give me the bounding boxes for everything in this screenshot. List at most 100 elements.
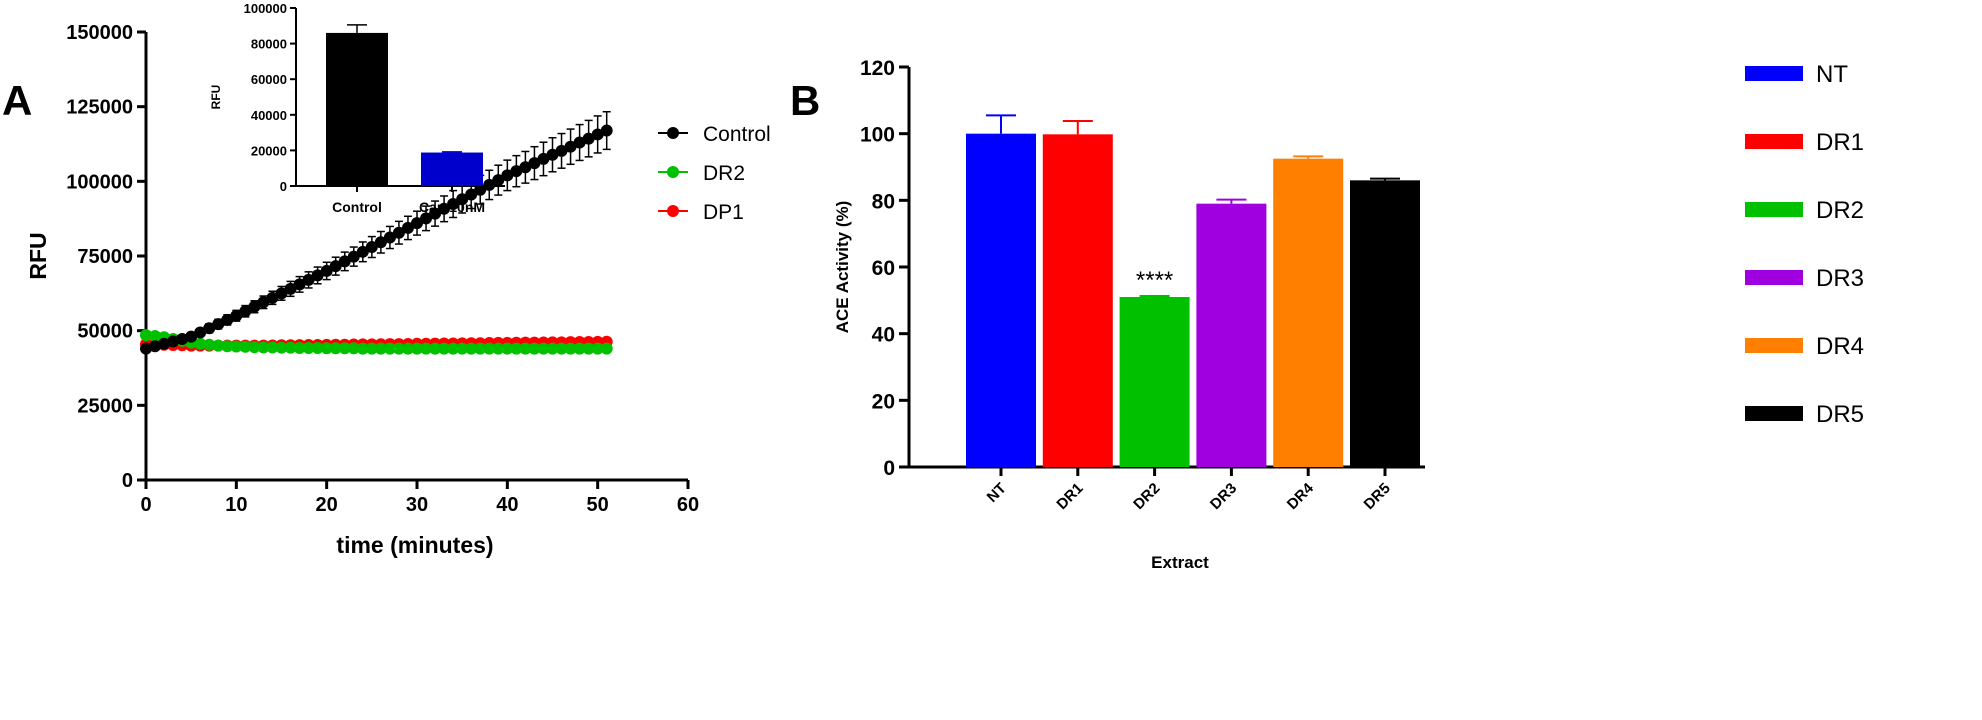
data-point-dr2 [474, 342, 487, 355]
data-point-dr2 [537, 342, 550, 355]
panel-b-xlabel: Extract [1151, 553, 1209, 572]
data-point-dr2 [465, 342, 478, 355]
inset-y-tick-label: 80000 [251, 37, 287, 52]
panel-label-a: A [2, 77, 32, 124]
data-point-dr2 [555, 342, 568, 355]
data-point-dr2 [591, 342, 604, 355]
x-tick-label: 20 [316, 494, 338, 516]
data-point-dr2 [510, 342, 523, 355]
data-point-dr2 [546, 342, 559, 355]
x-tick-label: 50 [587, 494, 609, 516]
inset-y-tick-label: 20000 [251, 143, 287, 158]
x-tick-label: DR2 [1130, 480, 1163, 513]
data-point-control [510, 165, 523, 178]
data-point-control [501, 169, 514, 182]
x-tick-label: DR5 [1361, 480, 1394, 513]
data-point-control [329, 260, 342, 273]
data-point-control [411, 217, 423, 230]
data-point-control [194, 326, 207, 339]
legend-label-dr3: DR3 [1816, 265, 1864, 292]
data-point-dr2 [194, 337, 207, 350]
data-point-dr2 [501, 342, 514, 355]
data-point-dr2 [311, 341, 324, 354]
legend-label-dr2: DR2 [1816, 197, 1864, 224]
legend-marker-dr2 [667, 166, 679, 178]
data-point-control [528, 157, 541, 170]
x-tick-label: 10 [225, 494, 247, 516]
x-tick-label: 40 [496, 494, 518, 516]
data-point-control [429, 207, 442, 220]
panel-a-ylabel: RFU [25, 232, 51, 279]
data-point-dr2 [447, 342, 460, 355]
data-point-dr2 [248, 341, 261, 354]
data-point-control [221, 313, 234, 326]
y-tick-label: 100 [860, 124, 895, 147]
data-point-dr2 [230, 340, 243, 353]
data-point-control [383, 231, 396, 244]
data-point-control [176, 333, 189, 346]
x-tick-label: 0 [140, 494, 151, 516]
x-tick-label: 30 [406, 494, 428, 516]
inset-ylabel: RFU [209, 85, 223, 110]
y-tick-label: 120 [860, 57, 895, 80]
y-tick-label: 75000 [77, 246, 133, 268]
data-point-dr2 [302, 341, 315, 354]
data-point-control [248, 300, 261, 313]
panel-a-xlabel: time (minutes) [336, 532, 493, 558]
data-point-dr2 [338, 342, 351, 355]
data-point-dr2 [582, 342, 595, 355]
y-tick-label: 0 [883, 457, 895, 480]
data-point-control [447, 198, 460, 211]
inset-y-tick-label: 0 [280, 179, 287, 194]
data-point-dr2 [492, 342, 505, 355]
y-tick-label: 40 [872, 324, 895, 347]
panel-label-b: B [790, 77, 820, 124]
bar-dr4 [1273, 158, 1344, 467]
data-point-dr2 [528, 342, 541, 355]
data-point-dr2 [483, 342, 496, 355]
data-point-control [356, 245, 369, 258]
legend-swatch-dr5 [1745, 406, 1803, 421]
bar-nt [966, 133, 1036, 467]
data-point-dr2 [356, 342, 369, 355]
data-point-dr2 [573, 342, 586, 355]
y-tick-label: 0 [122, 470, 133, 492]
legend-label-dr2: DR2 [703, 162, 745, 185]
data-point-dr2 [564, 342, 577, 355]
significance-annotation: **** [1136, 267, 1173, 294]
legend-swatch-dr4 [1745, 338, 1803, 353]
y-tick-label: 150000 [66, 22, 133, 44]
data-point-control [284, 282, 297, 295]
inset-x-tick-label: Cap 10nM [419, 199, 485, 215]
data-point-control [149, 340, 162, 353]
panel-b-ylabel: ACE Activity (%) [833, 201, 852, 334]
legend-label-nt: NT [1816, 61, 1848, 88]
data-point-dr2 [365, 342, 378, 355]
data-point-control [573, 136, 586, 149]
bar-dr1 [1042, 134, 1113, 468]
data-point-dr2 [456, 342, 469, 355]
data-point-dr2 [266, 341, 279, 354]
data-point-dr2 [257, 341, 270, 354]
legend-swatch-dr3 [1745, 270, 1803, 285]
data-point-control [582, 132, 595, 145]
y-tick-label: 100000 [66, 171, 133, 193]
data-point-control [600, 124, 613, 137]
data-point-control [492, 174, 505, 187]
legend-marker-control [667, 127, 679, 139]
data-point-control [546, 148, 559, 161]
data-point-dr2 [438, 342, 451, 355]
data-point-dr2 [140, 329, 152, 342]
x-tick-label: DR3 [1207, 480, 1240, 513]
inset-y-tick-label: 100000 [244, 1, 287, 16]
legend-swatch-dr2 [1745, 202, 1803, 217]
data-point-control [537, 152, 550, 165]
data-point-dr2 [401, 342, 414, 355]
data-point-control [519, 161, 532, 174]
data-point-control [167, 335, 180, 348]
data-point-dr2 [221, 340, 234, 353]
data-point-control [203, 322, 216, 335]
data-point-control [311, 269, 324, 282]
legend-label-dr5: DR5 [1816, 401, 1864, 428]
data-point-control [257, 296, 270, 309]
